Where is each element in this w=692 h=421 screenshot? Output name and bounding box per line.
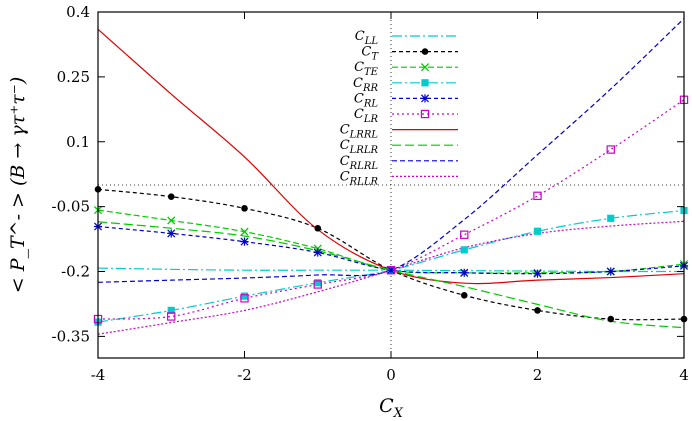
data-point	[167, 306, 175, 315]
data-point	[167, 229, 176, 238]
x-tick-label: 4	[679, 366, 689, 384]
legend-label: CLRLR	[340, 138, 379, 156]
data-point	[167, 193, 175, 200]
data-point	[240, 237, 249, 246]
x-tick-label: 2	[533, 366, 543, 384]
data-point	[420, 63, 430, 72]
data-point	[606, 145, 615, 154]
series-markers	[93, 95, 689, 326]
y-tick-label: 0.1	[66, 133, 90, 151]
data-point	[533, 269, 542, 278]
series-line-c-te	[97, 209, 685, 274]
data-point	[386, 266, 396, 275]
legend-label: CRLRL	[340, 154, 379, 172]
y-tick-label: -0.2	[61, 263, 90, 281]
series-line-c-rlrl	[97, 18, 685, 283]
y-tick-label: -0.05	[52, 198, 90, 216]
x-axis-label: CX	[379, 395, 404, 421]
data-point	[460, 291, 468, 299]
data-point	[420, 94, 430, 103]
x-tick-label: 0	[386, 366, 396, 384]
data-point	[314, 279, 322, 287]
legend-label: CRR	[353, 76, 378, 94]
legend-label: CRLLR	[340, 169, 379, 187]
data-point	[240, 227, 249, 236]
data-point	[533, 191, 542, 201]
data-point	[420, 109, 430, 119]
legend-label: CTE	[354, 60, 379, 78]
tick-labels: -4 -2 0 2 4 -0.35 -0.2 -0.05 0.1 0.25 0.4	[52, 3, 689, 384]
reference-lines	[98, 12, 684, 358]
data-point	[386, 266, 396, 275]
axis-ticks	[97, 11, 685, 358]
y-tick-label: 0.25	[57, 68, 90, 86]
y-tick-label: -0.35	[52, 327, 90, 345]
y-tick-label: 0.4	[66, 3, 90, 21]
legend-label: CT	[361, 45, 379, 63]
data-point	[421, 79, 429, 87]
data-point	[240, 292, 249, 300]
data-point	[534, 307, 541, 314]
data-point	[607, 214, 615, 222]
legend-label: CLRRL	[340, 123, 379, 141]
data-point	[607, 315, 615, 323]
data-point	[606, 267, 615, 276]
data-point	[460, 246, 468, 254]
series-line-c-lrlr	[97, 221, 685, 329]
data-point	[533, 227, 542, 235]
series-line-c-lrrl	[97, 28, 685, 285]
legend-label: CLR	[354, 107, 379, 125]
data-point	[460, 268, 469, 277]
series-markers-c-t	[94, 186, 688, 323]
data-point	[240, 294, 249, 303]
data-point	[421, 48, 429, 55]
data-point	[313, 280, 322, 289]
data-point	[460, 230, 469, 239]
legend-label: CLL	[355, 29, 379, 47]
data-point	[167, 216, 176, 225]
data-point	[167, 312, 176, 321]
data-point	[314, 224, 322, 232]
x-tick-label: -2	[237, 366, 252, 384]
legend-label: CRL	[354, 91, 378, 109]
y-axis-label: < P_T^- > (B → γτ⁺τ⁻)	[7, 77, 29, 293]
x-tick-label: -4	[91, 366, 106, 384]
data-point	[241, 205, 248, 212]
data-point	[313, 248, 322, 257]
